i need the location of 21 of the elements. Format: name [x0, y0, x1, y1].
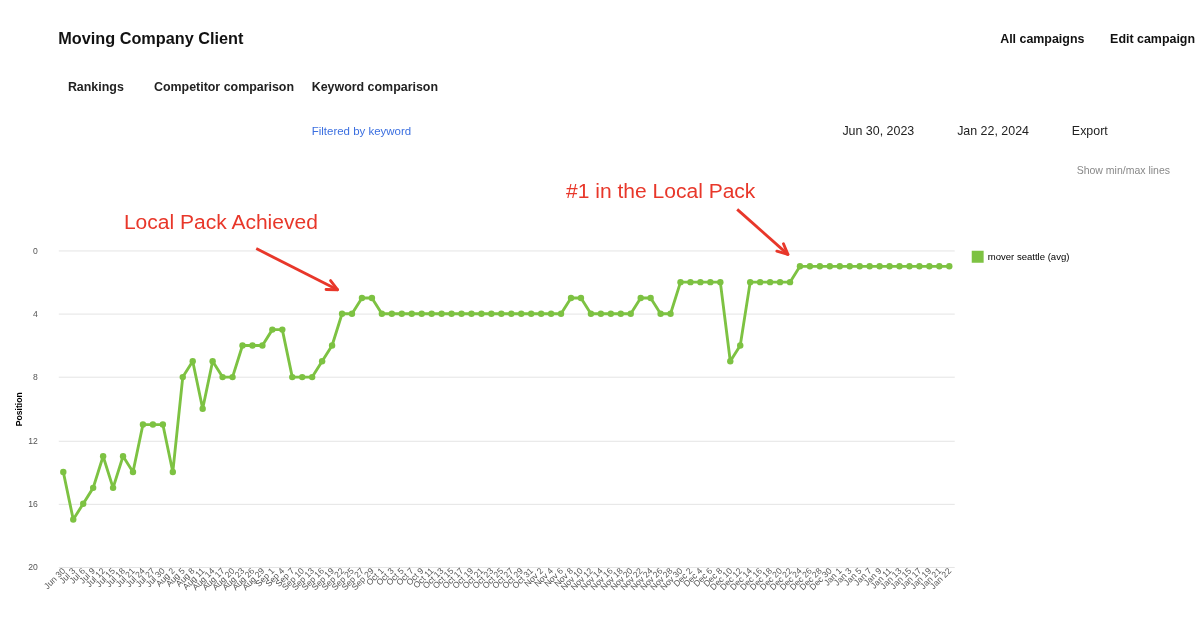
y-tick-label: 4	[32, 309, 38, 320]
text: Export	[1071, 123, 1109, 138]
chart-title: Moving Company Client	[58, 28, 244, 47]
y-tick-label: 12	[28, 435, 38, 446]
y-tick-label: 20	[28, 562, 38, 573]
legend-label: mover seattle (avg)	[987, 250, 1070, 262]
y-tick-label: 8	[32, 372, 38, 383]
text: All campaigns	[1000, 32, 1085, 47]
y-axis-title: Position	[14, 392, 25, 427]
text: Jun 30, 2023	[842, 123, 915, 138]
y-tick-label: 16	[28, 499, 38, 510]
text: Show min/max lines	[1076, 164, 1171, 176]
y-tick-label: 0	[32, 245, 38, 256]
text: Filtered by keyword	[311, 124, 412, 137]
text: Edit campaign	[1110, 32, 1196, 47]
text: Rankings	[67, 79, 124, 94]
text: #1 in the Local Pack	[566, 178, 756, 202]
text: Keyword comparison	[311, 79, 439, 94]
text: Competitor comparison	[153, 79, 295, 94]
text: Jan 22, 2024	[957, 123, 1030, 138]
text: Local Pack Achieved	[123, 210, 318, 234]
